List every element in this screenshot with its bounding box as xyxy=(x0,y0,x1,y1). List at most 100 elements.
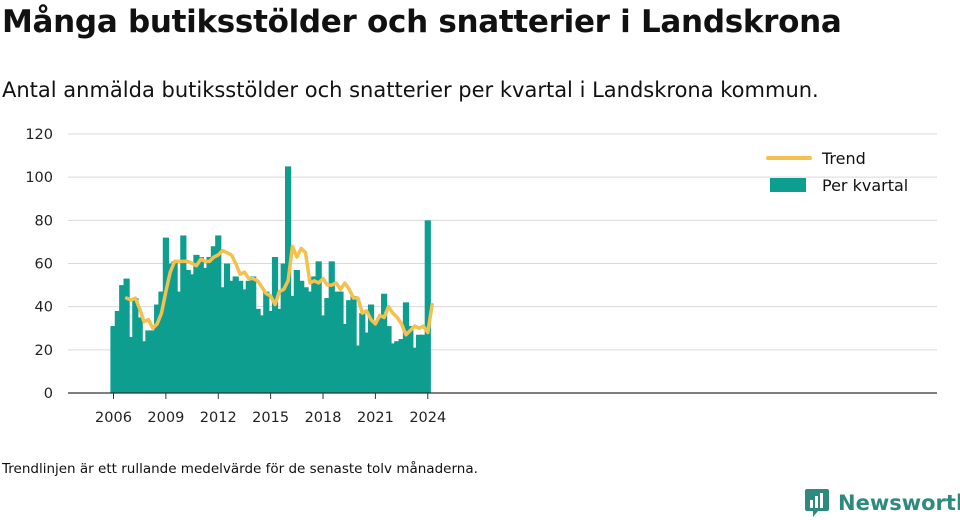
bar xyxy=(385,326,392,393)
bar xyxy=(267,310,274,393)
bar xyxy=(319,315,327,393)
bar xyxy=(302,287,309,393)
y-tick-label: 60 xyxy=(35,257,53,273)
bar xyxy=(289,295,296,394)
bar xyxy=(411,347,418,393)
bar xyxy=(407,326,414,393)
bar xyxy=(210,246,217,393)
bar xyxy=(154,304,161,393)
y-tick-label: 0 xyxy=(44,386,53,402)
bar xyxy=(167,263,174,393)
newsworthy-logo-icon xyxy=(805,489,829,517)
bar-chart: 0 20 40 60 80 100 120 2006 2009 2012 2015 2018 2021… xyxy=(25,127,937,426)
bar xyxy=(381,293,388,393)
legend-bar-label: Per kvartal xyxy=(822,176,908,195)
bar xyxy=(337,291,344,393)
bar xyxy=(324,298,331,393)
bar xyxy=(315,261,322,393)
bar xyxy=(389,343,396,393)
x-tick-label: 2018 xyxy=(305,410,342,426)
y-tick-label: 120 xyxy=(25,127,53,143)
bar xyxy=(376,317,383,393)
bar xyxy=(367,304,375,393)
y-tick-label: 80 xyxy=(35,213,53,229)
bar xyxy=(202,267,209,393)
bar xyxy=(250,276,257,393)
bar xyxy=(219,287,226,393)
bar xyxy=(206,257,213,393)
bar xyxy=(420,334,427,393)
y-tick-label: 20 xyxy=(35,343,53,359)
bar xyxy=(354,345,362,393)
bar xyxy=(293,269,300,393)
legend: Trend Per kvartal xyxy=(766,149,908,195)
bar xyxy=(402,302,410,393)
bar xyxy=(341,323,348,393)
bar xyxy=(271,257,279,393)
bar xyxy=(180,235,187,393)
bar xyxy=(311,276,318,393)
x-tick-label: 2024 xyxy=(409,410,446,426)
chart-subtitle: Antal anmälda butiksstölder och snatteri… xyxy=(2,78,819,102)
legend-bar-swatch xyxy=(770,178,806,192)
bar xyxy=(162,237,169,393)
bar xyxy=(394,341,401,393)
bar xyxy=(258,315,266,393)
bar xyxy=(140,341,148,393)
y-axis-ticks: 0 20 40 60 80 100 120 xyxy=(25,127,53,402)
y-tick-label: 40 xyxy=(35,300,53,316)
bar xyxy=(223,263,231,393)
bar xyxy=(184,269,191,393)
bar xyxy=(193,254,200,393)
bar xyxy=(110,326,117,393)
legend-trend-label: Trend xyxy=(821,149,866,168)
bar xyxy=(372,321,379,393)
bar xyxy=(424,220,431,393)
trend-line xyxy=(124,244,434,337)
bar xyxy=(175,291,183,393)
bar xyxy=(280,263,287,393)
bar xyxy=(359,313,366,393)
bar xyxy=(276,308,283,393)
bar xyxy=(136,317,143,393)
bar xyxy=(171,261,178,393)
bar xyxy=(127,336,135,393)
brand-name: Newsworthy xyxy=(838,491,960,515)
bar xyxy=(123,278,130,393)
bar xyxy=(333,291,340,393)
bar xyxy=(363,332,370,393)
x-axis-ticks: 2006 2009 2012 2015 2018 2021 2024 xyxy=(95,393,446,426)
bar xyxy=(132,298,139,393)
bar xyxy=(215,235,222,393)
y-tick-label: 100 xyxy=(25,170,53,186)
bar xyxy=(263,291,270,393)
chart-title: Många butiksstölder och snatterier i Lan… xyxy=(2,4,842,40)
bar xyxy=(236,280,244,393)
bar xyxy=(245,280,252,393)
bar xyxy=(197,257,204,393)
bar xyxy=(306,291,314,393)
bar xyxy=(254,308,261,393)
brand-logo[interactable]: Newsworthy xyxy=(804,488,960,518)
bar xyxy=(232,276,239,393)
x-tick-label: 2006 xyxy=(95,410,132,426)
bar xyxy=(114,310,121,393)
x-tick-label: 2015 xyxy=(252,410,289,426)
bar xyxy=(398,339,405,393)
bar xyxy=(158,291,165,393)
bar xyxy=(228,280,235,393)
x-tick-label: 2012 xyxy=(200,410,237,426)
bar xyxy=(298,280,305,393)
footnote: Trendlinjen är ett rullande medelvärde f… xyxy=(2,461,478,477)
bar xyxy=(415,334,423,393)
x-tick-label: 2021 xyxy=(357,410,394,426)
x-tick-label: 2009 xyxy=(147,410,184,426)
bar-series xyxy=(110,166,431,394)
bar xyxy=(188,274,196,393)
bar xyxy=(149,330,156,393)
bar xyxy=(328,261,335,393)
bar xyxy=(119,285,126,393)
bar xyxy=(145,330,152,393)
bar xyxy=(350,295,357,394)
bar xyxy=(241,289,248,393)
